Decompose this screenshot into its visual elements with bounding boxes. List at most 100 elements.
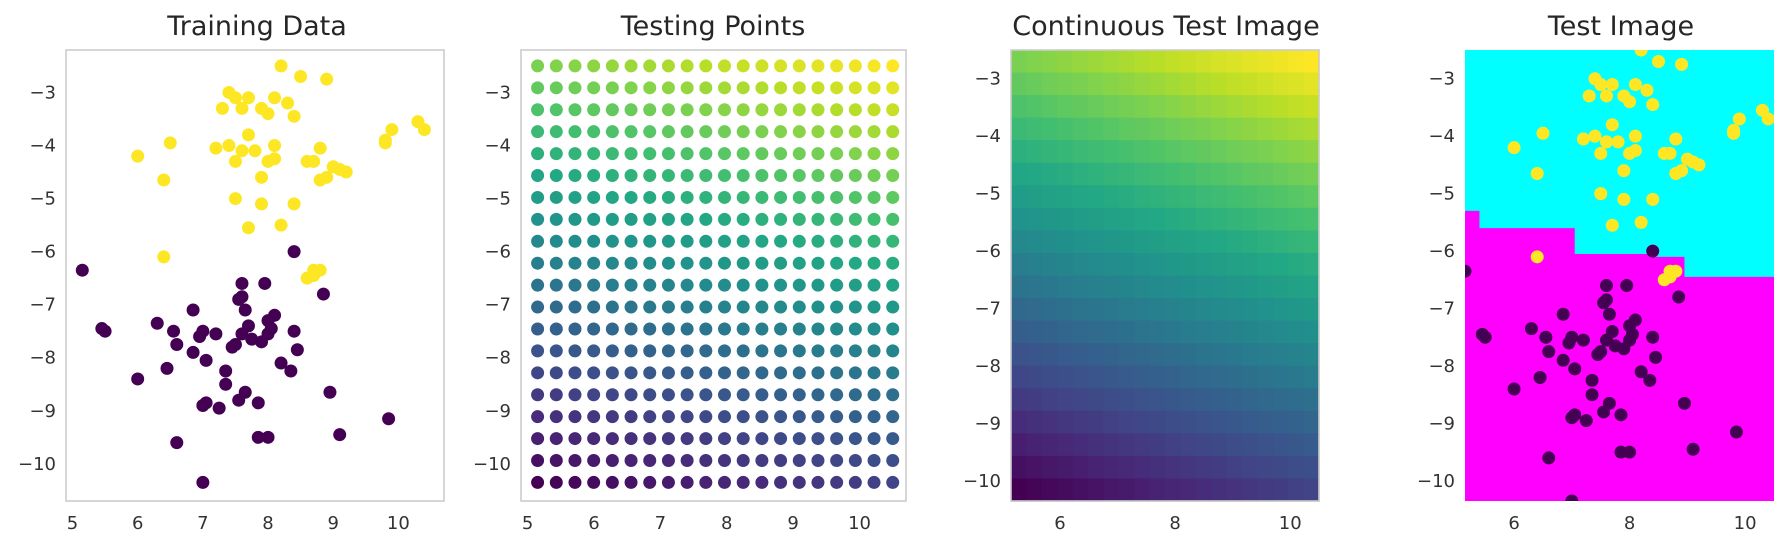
heatmap-cell <box>1226 320 1243 344</box>
heatmap-cell <box>1226 478 1243 502</box>
test-grid-point <box>867 278 881 292</box>
heatmap-cell <box>1011 72 1027 96</box>
test-grid-point <box>549 59 563 73</box>
test-grid-point <box>605 147 619 161</box>
test-grid-point <box>774 147 788 161</box>
test-grid-point <box>774 256 788 270</box>
heatmap-cell <box>1088 388 1104 412</box>
heatmap-cell <box>1303 207 1320 231</box>
test-grid-point <box>624 256 638 270</box>
class-0-point <box>382 412 396 426</box>
heatmap-cell <box>1257 95 1274 119</box>
class-1-point <box>1623 95 1637 109</box>
heatmap-cell <box>1303 275 1320 299</box>
heatmap-cell <box>1118 388 1135 412</box>
test-grid-point <box>792 147 806 161</box>
heatmap-cell <box>1165 433 1181 457</box>
test-grid-point <box>867 212 881 226</box>
heatmap-cell <box>1242 478 1258 502</box>
class-0-point <box>1649 350 1663 364</box>
heatmap-cell <box>1041 72 1058 96</box>
heatmap-cell <box>1149 343 1166 367</box>
test-grid-point <box>624 81 638 95</box>
heatmap-cell <box>1026 298 1043 322</box>
class-0-point <box>1565 330 1579 344</box>
heatmap-cell <box>1072 478 1089 502</box>
class-0-point <box>1729 425 1743 439</box>
heatmap-cell <box>1072 252 1089 277</box>
test-grid-point <box>792 410 806 424</box>
class-0-point <box>238 303 252 317</box>
test-grid-point <box>811 344 825 358</box>
class-0-point <box>323 385 337 399</box>
heatmap-cell <box>1118 455 1135 480</box>
test-grid-point <box>661 300 675 314</box>
test-grid-point <box>718 169 732 183</box>
heatmap-cell <box>1026 275 1043 299</box>
heatmap-cell <box>1303 320 1320 344</box>
class-0-point <box>245 332 259 346</box>
test-grid-point <box>811 59 825 73</box>
heatmap-cell <box>1257 410 1274 434</box>
test-grid-point <box>848 454 862 468</box>
y-tick-label: −3 <box>974 69 1001 90</box>
test-grid-point <box>680 366 694 380</box>
heatmap-cell <box>1257 388 1274 412</box>
test-grid-point <box>531 81 545 95</box>
heatmap-cell <box>1103 72 1120 96</box>
heatmap-cell <box>1088 410 1104 434</box>
heatmap-cell <box>1057 252 1074 277</box>
class-0-point <box>235 276 249 290</box>
test-grid-point <box>718 410 732 424</box>
class-1-point <box>1605 118 1619 132</box>
heatmap-cell <box>1149 207 1166 231</box>
class-0-point <box>1556 307 1570 321</box>
heatmap-cell <box>1180 275 1197 299</box>
y-tick-label: −7 <box>1428 299 1455 320</box>
heatmap-cell <box>1088 455 1104 480</box>
x-tick-label: 6 <box>588 513 599 534</box>
test-grid-point <box>624 147 638 161</box>
test-grid-point <box>736 278 750 292</box>
class-0-point <box>1643 373 1657 387</box>
test-grid-point <box>680 454 694 468</box>
heatmap-cell <box>1195 50 1212 74</box>
heatmap-cell <box>1180 185 1197 209</box>
x-tick-label: 8 <box>262 513 273 534</box>
heatmap-cell <box>1149 433 1166 457</box>
heatmap-cell <box>1211 72 1228 96</box>
test-grid-point <box>624 59 638 73</box>
heatmap-cell <box>1041 162 1058 186</box>
test-grid-point <box>605 454 619 468</box>
heatmap-cell <box>1226 162 1243 186</box>
heatmap-cell <box>1165 162 1181 186</box>
test-grid-point <box>605 344 619 358</box>
heatmap-cell <box>1195 207 1212 231</box>
class-1-point <box>1732 112 1746 126</box>
test-grid-point <box>886 388 900 402</box>
heatmap-cell <box>1242 455 1258 480</box>
heatmap-cell <box>1180 320 1197 344</box>
test-grid-point <box>848 432 862 446</box>
test-grid-point <box>867 366 881 380</box>
test-grid-point <box>867 169 881 183</box>
heatmap-cell <box>1072 117 1089 141</box>
test-grid-point <box>886 454 900 468</box>
class-0-point <box>1533 370 1547 384</box>
heatmap-cell <box>1041 50 1058 74</box>
heatmap-cell <box>1026 252 1043 277</box>
test-grid-point <box>736 475 750 489</box>
test-grid-point <box>624 388 638 402</box>
heatmap-cell <box>1226 275 1243 299</box>
test-grid-point <box>736 322 750 336</box>
heatmap-cell <box>1149 298 1166 322</box>
class-0-point <box>98 324 112 338</box>
test-grid-point <box>886 322 900 336</box>
test-grid-point <box>755 190 769 204</box>
test-grid-point <box>549 388 563 402</box>
heatmap-cell <box>1103 343 1120 367</box>
heatmap-cell <box>1257 207 1274 231</box>
test-grid-point <box>736 147 750 161</box>
test-grid-point <box>643 300 657 314</box>
heatmap-cell <box>1118 50 1135 74</box>
